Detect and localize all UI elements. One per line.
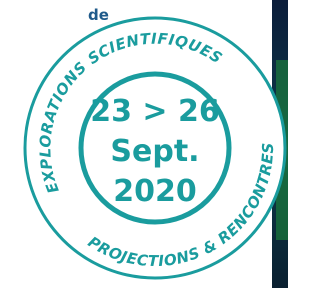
screenshot: de EXPLORATIONS SCIENTIFIQUES PROJECTION…: [0, 0, 288, 288]
page: {"left_text": "de", "badge": {"top_arc":…: [0, 0, 288, 288]
side-text: de: [88, 6, 109, 24]
badge-dates: 23 > 26: [90, 94, 220, 129]
badge-month: Sept.: [110, 134, 199, 169]
badge-year: 2020: [113, 174, 197, 209]
